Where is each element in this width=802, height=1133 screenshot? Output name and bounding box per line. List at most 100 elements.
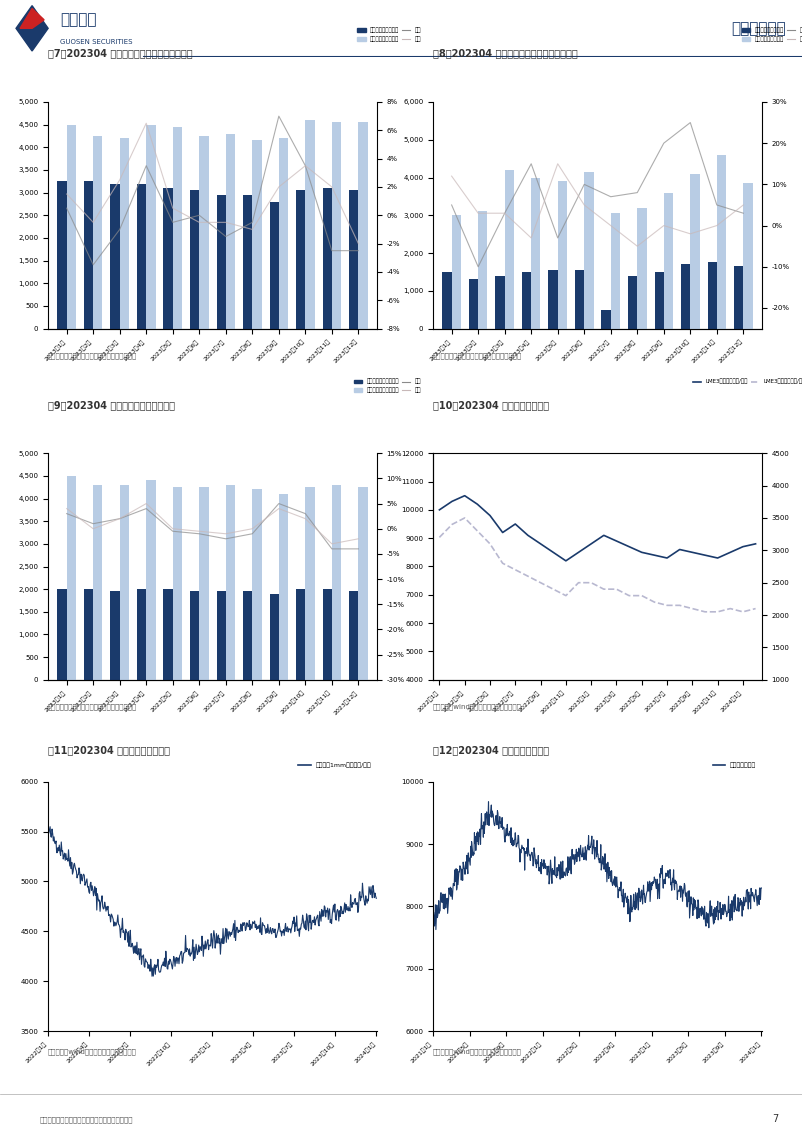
Text: 证券研究报告: 证券研究报告 [731,20,786,36]
Bar [172,127,182,329]
Bar [496,275,504,329]
LME3个月铝（美元/吨） [650,595,659,608]
Bar [93,136,103,329]
Bar [734,266,743,329]
LME3个月铝（美元/吨） [624,589,634,603]
Bar [67,476,76,680]
Bar [717,155,726,329]
Bar [226,134,235,329]
LME3个月铝（美元/吨） [460,511,469,525]
Bar [575,270,584,329]
LME3个月铝（美元/吨） [713,605,723,619]
LME3个月铝（美元/吨） [561,589,571,603]
LME3个月铜（美元/吨） [510,517,520,530]
LME3个月铜（美元/吨） [700,548,710,562]
Bar [58,589,67,680]
LME3个月铜（美元/吨） [472,497,482,511]
Text: 资料来源：wind，国信证券经济研究所整理: 资料来源：wind，国信证券经济研究所整理 [433,1049,522,1055]
Text: 请务必阅读正文之后的免责声明及其项下所有内容: 请务必阅读正文之后的免责声明及其项下所有内容 [40,1116,134,1123]
Bar [164,589,172,680]
Bar [146,125,156,329]
LME3个月铝（美元/吨） [498,556,508,570]
Text: 图12：202304 塑料价格小幅震荡: 图12：202304 塑料价格小幅震荡 [433,746,549,756]
Bar [332,122,341,329]
Text: 资料来源：奥维云网，国信证券经济研究所整理: 资料来源：奥维云网，国信证券经济研究所整理 [48,704,137,709]
Bar [84,181,93,329]
Bar [243,591,253,680]
Bar [146,480,156,680]
Legend: 洗衣机线上均价（元）, 洗衣机线下均价（元）, 同比, 同比: 洗衣机线上均价（元）, 洗衣机线下均价（元）, 同比, 同比 [352,376,423,395]
Bar [654,272,664,329]
LME3个月铝（美元/吨） [687,602,697,615]
Text: 图8：202304 冰箱线上线下零售均价较为稳定: 图8：202304 冰箱线上线下零售均价较为稳定 [433,49,577,59]
LME3个月铜（美元/吨） [549,545,558,559]
LME3个月铝（美元/吨） [523,570,533,583]
Bar [306,120,314,329]
Bar [279,138,288,329]
Bar [269,594,279,680]
Bar [243,195,253,329]
LME3个月铝（美元/吨） [485,537,495,551]
Bar [199,136,209,329]
LME3个月铜（美元/吨） [612,534,622,547]
Text: 图10：202304 铜及铝价波动较小: 图10：202304 铜及铝价波动较小 [433,400,549,410]
LME3个月铜（美元/吨） [523,528,533,542]
Text: 资料来源：奥维云网，国信证券经济研究所整理: 资料来源：奥维云网，国信证券经济研究所整理 [48,352,137,358]
LME3个月铜（美元/吨） [738,539,747,553]
Bar [584,172,593,329]
Polygon shape [16,6,48,51]
Text: 资料来源：wind，国信证券经济研究所整理: 资料来源：wind，国信证券经济研究所整理 [48,1049,137,1055]
LME3个月铜（美元/吨） [448,494,457,508]
Bar [602,309,611,329]
Bar [296,589,306,680]
Text: 图11：202304 冷轧板价格小幅上涨: 图11：202304 冷轧板价格小幅上涨 [48,746,170,756]
Bar [358,487,367,680]
Bar [322,589,332,680]
LME3个月铜（美元/吨） [586,537,596,551]
LME3个月铝（美元/吨） [472,525,482,538]
Bar [217,591,226,680]
Bar [332,485,341,680]
LME3个月铜（美元/吨） [674,543,684,556]
Bar [743,184,752,329]
LME3个月铜（美元/吨） [662,551,672,564]
LME3个月铜（美元/吨） [650,548,659,562]
LME3个月铝（美元/吨） [751,602,760,615]
Bar [199,487,209,680]
Bar [190,591,199,680]
Bar [681,264,691,329]
Bar [217,195,226,329]
Bar [93,485,103,680]
LME3个月铜（美元/吨） [637,545,646,559]
Bar [349,591,358,680]
Bar [84,589,93,680]
LME3个月铜（美元/吨） [561,554,571,568]
LME3个月铜（美元/吨） [713,551,723,564]
Bar [691,173,699,329]
LME3个月铝（美元/吨） [599,582,609,596]
Legend: 空调线上均价（元）, 空调线下均价（元）, 同比, 同比: 空调线上均价（元）, 空调线下均价（元）, 同比, 同比 [355,25,423,44]
Bar [137,589,146,680]
Bar [164,188,172,329]
Bar [504,170,514,329]
LME3个月铝（美元/吨） [726,602,735,615]
LME3个月铝（美元/吨） [612,582,622,596]
Bar [137,184,146,329]
LME3个月铝（美元/吨） [573,576,583,589]
LME3个月铝（美元/吨） [738,605,747,619]
LME3个月铜（美元/吨） [751,537,760,551]
Bar [549,270,557,329]
Bar [611,213,620,329]
LME3个月铜（美元/吨） [624,539,634,553]
Legend: 塑料连一结算价: 塑料连一结算价 [710,760,759,770]
LME3个月铝（美元/吨） [674,598,684,612]
Bar [322,188,332,329]
LME3个月铝（美元/吨） [510,563,520,577]
LME3个月铜（美元/吨） [485,509,495,522]
LME3个月铜（美元/吨） [498,526,508,539]
Bar [557,181,567,329]
LME3个月铜（美元/吨） [536,537,545,551]
Bar [664,193,673,329]
LME3个月铝（美元/吨） [549,582,558,596]
Bar [269,202,279,329]
